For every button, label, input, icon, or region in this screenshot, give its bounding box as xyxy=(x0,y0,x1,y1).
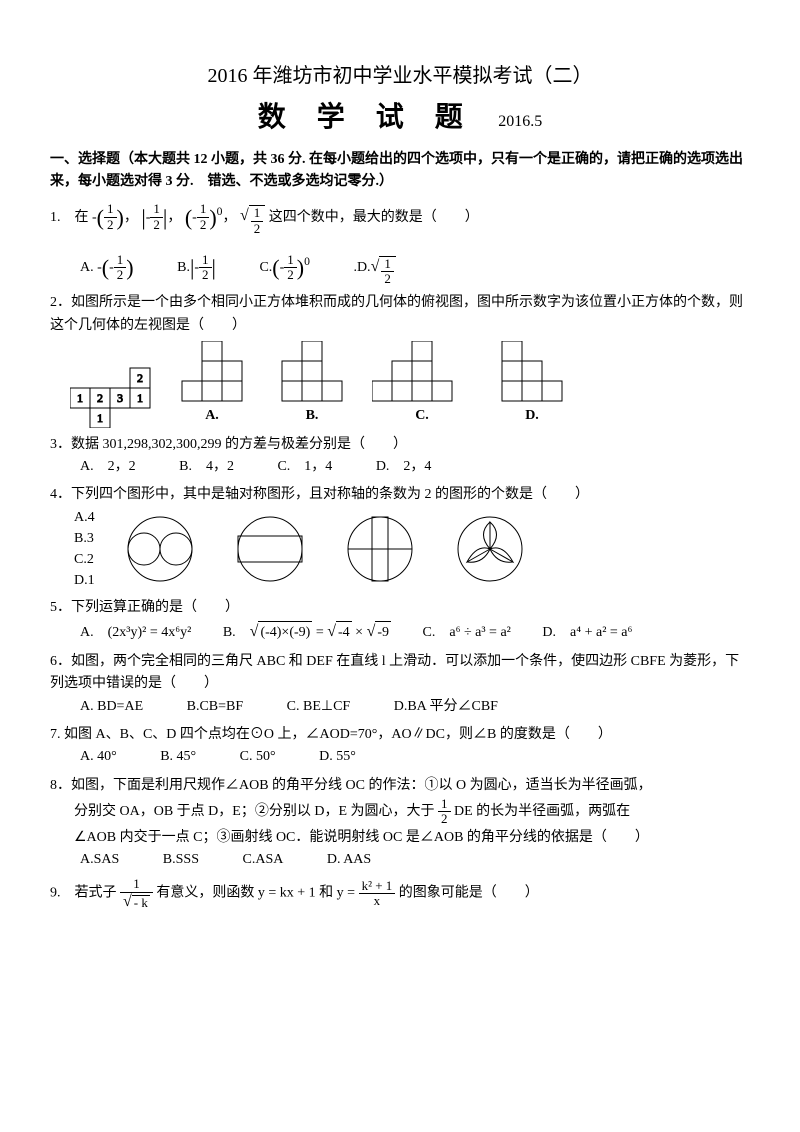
q1-opt-a: A. -(-12) xyxy=(80,250,134,285)
q7-opt-b: B. 45° xyxy=(160,746,196,768)
q4-opt-a: A.4 xyxy=(74,507,95,528)
q3-opt-c: C. 1，4 xyxy=(277,456,332,478)
question-3: 3．数据 301,298,302,300,299 的方差与极差分别是（ ） A.… xyxy=(50,434,750,479)
q1-text-c: ， xyxy=(167,209,181,224)
exam-title: 2016 年潍坊市初中学业水平模拟考试（二） xyxy=(50,60,750,92)
q5-stem: 5．下列运算正确的是（ ） xyxy=(50,597,750,619)
q3-opt-a: A. 2，2 xyxy=(80,456,136,478)
svg-text:1: 1 xyxy=(77,391,83,405)
q6-opt-b: B.CB=BF xyxy=(187,696,244,718)
q4-fig-3 xyxy=(335,514,425,584)
q1-opt-d: .D.12 xyxy=(353,254,395,287)
q2-opt-a-fig: A. xyxy=(172,341,252,427)
q4-opt-b: B.3 xyxy=(74,528,95,549)
q2-stem: 2．如图所示是一个由多个相同小正方体堆积而成的几何体的俯视图，图中所示数字为该位… xyxy=(50,292,750,337)
q8-opt-b: B.SSS xyxy=(163,849,199,871)
q4-stem: 4．下列四个图形中，其中是轴对称图形，且对称轴的条数为 2 的图形的个数是（ ） xyxy=(50,484,750,506)
q9-stem-c: 的图象可能是（ ） xyxy=(395,886,539,901)
q9-stem-a: 9. 若式子 xyxy=(50,886,120,901)
q1-text-b: ， xyxy=(124,209,138,224)
q1-opt-b: B.|-12| xyxy=(177,250,216,285)
svg-text:1: 1 xyxy=(137,391,143,405)
svg-text:3: 3 xyxy=(117,391,123,405)
q7-opt-d: D. 55° xyxy=(319,746,356,768)
q7-stem: 7. 如图 A、B、C、D 四个点均在⊙O 上，∠AOD=70°，AO∥DC，则… xyxy=(50,724,750,746)
q5-opt-c: C. a⁶ ÷ a³ = a² xyxy=(423,622,511,644)
q1-opt-c: C.(-12)0 xyxy=(259,250,310,285)
exam-date: 2016.5 xyxy=(498,113,542,130)
q1-text-a: 1. 在 - xyxy=(50,209,97,224)
q3-opt-b: B. 4，2 xyxy=(179,456,234,478)
q5-opt-b: B. (-4)×(-9) = -4 × -9 xyxy=(223,619,391,645)
q4-opt-d: D.1 xyxy=(74,570,95,591)
subject-title: 数 学 试 题 xyxy=(258,96,475,141)
q7-opt-c: C. 50° xyxy=(240,746,276,768)
q1-text-e: 这四个数中，最大的数是（ ） xyxy=(269,209,479,224)
q6-opt-a: A. BD=AE xyxy=(80,696,143,718)
q8-opt-c: C.ASA xyxy=(243,849,284,871)
q8-stem-d: ∠AOB 内交于一点 C；③画射线 OC．能说明射线 OC 是∠AOB 的角平分… xyxy=(74,827,750,849)
q9-stem-b: 有意义，则函数 y = kx + 1 和 y = xyxy=(153,886,359,901)
q4-fig-1 xyxy=(115,514,205,584)
q6-opt-c: C. BE⊥CF xyxy=(287,696,351,718)
question-7: 7. 如图 A、B、C、D 四个点均在⊙O 上，∠AOD=70°，AO∥DC，则… xyxy=(50,724,750,769)
question-2: 2．如图所示是一个由多个相同小正方体堆积而成的几何体的俯视图，图中所示数字为该位… xyxy=(50,292,750,427)
svg-text:2: 2 xyxy=(97,391,103,405)
q2-opt-d-fig: D. xyxy=(492,341,572,427)
question-8: 8．如图，下面是利用尺规作∠AOB 的角平分线 OC 的作法：①以 O 为圆心，… xyxy=(50,775,750,872)
q8-stem-b-line: 分别交 OA，OB 于点 D，E；②分别以 D，E 为圆心，大于 12 DE 的… xyxy=(74,797,750,827)
question-6: 6．如图，两个完全相同的三角尺 ABC 和 DEF 在直线 l 上滑动．可以添加… xyxy=(50,651,750,718)
q5-opt-a: A. (2x³y)² = 4x⁶y² xyxy=(80,622,191,644)
question-5: 5．下列运算正确的是（ ） A. (2x³y)² = 4x⁶y² B. (-4)… xyxy=(50,597,750,645)
q1-text-d: ， xyxy=(222,209,236,224)
q8-opt-a: A.SAS xyxy=(80,849,119,871)
q4-fig-4 xyxy=(445,514,535,584)
q2-opt-c-fig: C. xyxy=(372,341,472,427)
q7-opt-a: A. 40° xyxy=(80,746,117,768)
q8-stem-a: 8．如图，下面是利用尺规作∠AOB 的角平分线 OC 的作法：①以 O 为圆心，… xyxy=(50,775,750,797)
q4-fig-2 xyxy=(225,514,315,584)
q4-opt-c: C.2 xyxy=(74,549,95,570)
q3-opt-d: D. 2，4 xyxy=(376,456,432,478)
section-1-heading: 一、选择题（本大题共 12 小题，共 36 分. 在每小题给出的四个选项中，只有… xyxy=(50,149,750,194)
q2-top-view: 2 1 2 3 1 1 xyxy=(70,366,152,428)
q6-stem: 6．如图，两个完全相同的三角尺 ABC 和 DEF 在直线 l 上滑动．可以添加… xyxy=(50,651,750,696)
svg-text:1: 1 xyxy=(97,411,103,425)
q6-opt-d: D.BA 平分∠CBF xyxy=(394,696,498,718)
q8-opt-d: D. AAS xyxy=(327,849,371,871)
question-1: 1. 在 -(12)， |-12|， (-12)0， 12 这四个数中，最大的数… xyxy=(50,200,750,287)
svg-text:2: 2 xyxy=(137,371,143,385)
q3-stem: 3．数据 301,298,302,300,299 的方差与极差分别是（ ） xyxy=(50,434,750,456)
subject-line: 数 学 试 题 2016.5 xyxy=(50,96,750,141)
q2-opt-b-fig: B. xyxy=(272,341,352,427)
q5-opt-d: D. a⁴ + a² = a⁶ xyxy=(542,622,632,644)
question-4: 4．下列四个图形中，其中是轴对称图形，且对称轴的条数为 2 的图形的个数是（ ）… xyxy=(50,484,750,590)
question-9: 9. 若式子 1- k 有意义，则函数 y = kx + 1 和 y = k² … xyxy=(50,877,750,910)
